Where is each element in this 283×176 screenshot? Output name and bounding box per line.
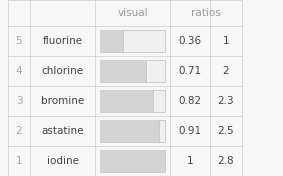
Bar — [100, 120, 159, 142]
Text: astatine: astatine — [41, 126, 84, 136]
Bar — [100, 150, 165, 172]
Text: 2.8: 2.8 — [218, 156, 234, 166]
Text: 0.36: 0.36 — [179, 36, 201, 46]
Bar — [100, 150, 165, 172]
Text: 0.82: 0.82 — [179, 96, 201, 106]
Bar — [100, 120, 165, 142]
Text: 1: 1 — [223, 36, 229, 46]
Text: iodine: iodine — [46, 156, 78, 166]
Bar — [100, 60, 165, 82]
Text: 0.91: 0.91 — [179, 126, 201, 136]
Bar — [100, 30, 123, 52]
Bar — [100, 60, 146, 82]
Text: 1: 1 — [16, 156, 22, 166]
Text: 2: 2 — [16, 126, 22, 136]
Text: 2.5: 2.5 — [218, 126, 234, 136]
Text: 5: 5 — [16, 36, 22, 46]
Text: visual: visual — [117, 8, 148, 18]
Text: 0.71: 0.71 — [179, 66, 201, 76]
Bar — [100, 90, 153, 112]
Text: 4: 4 — [16, 66, 22, 76]
Bar — [100, 30, 165, 52]
Text: chlorine: chlorine — [41, 66, 83, 76]
Text: 2.3: 2.3 — [218, 96, 234, 106]
Text: bromine: bromine — [41, 96, 84, 106]
Text: fluorine: fluorine — [42, 36, 83, 46]
Text: 2: 2 — [223, 66, 229, 76]
Bar — [100, 90, 165, 112]
Text: 1: 1 — [187, 156, 193, 166]
Bar — [8, 0, 242, 176]
Text: 3: 3 — [16, 96, 22, 106]
Text: ratios: ratios — [191, 8, 221, 18]
